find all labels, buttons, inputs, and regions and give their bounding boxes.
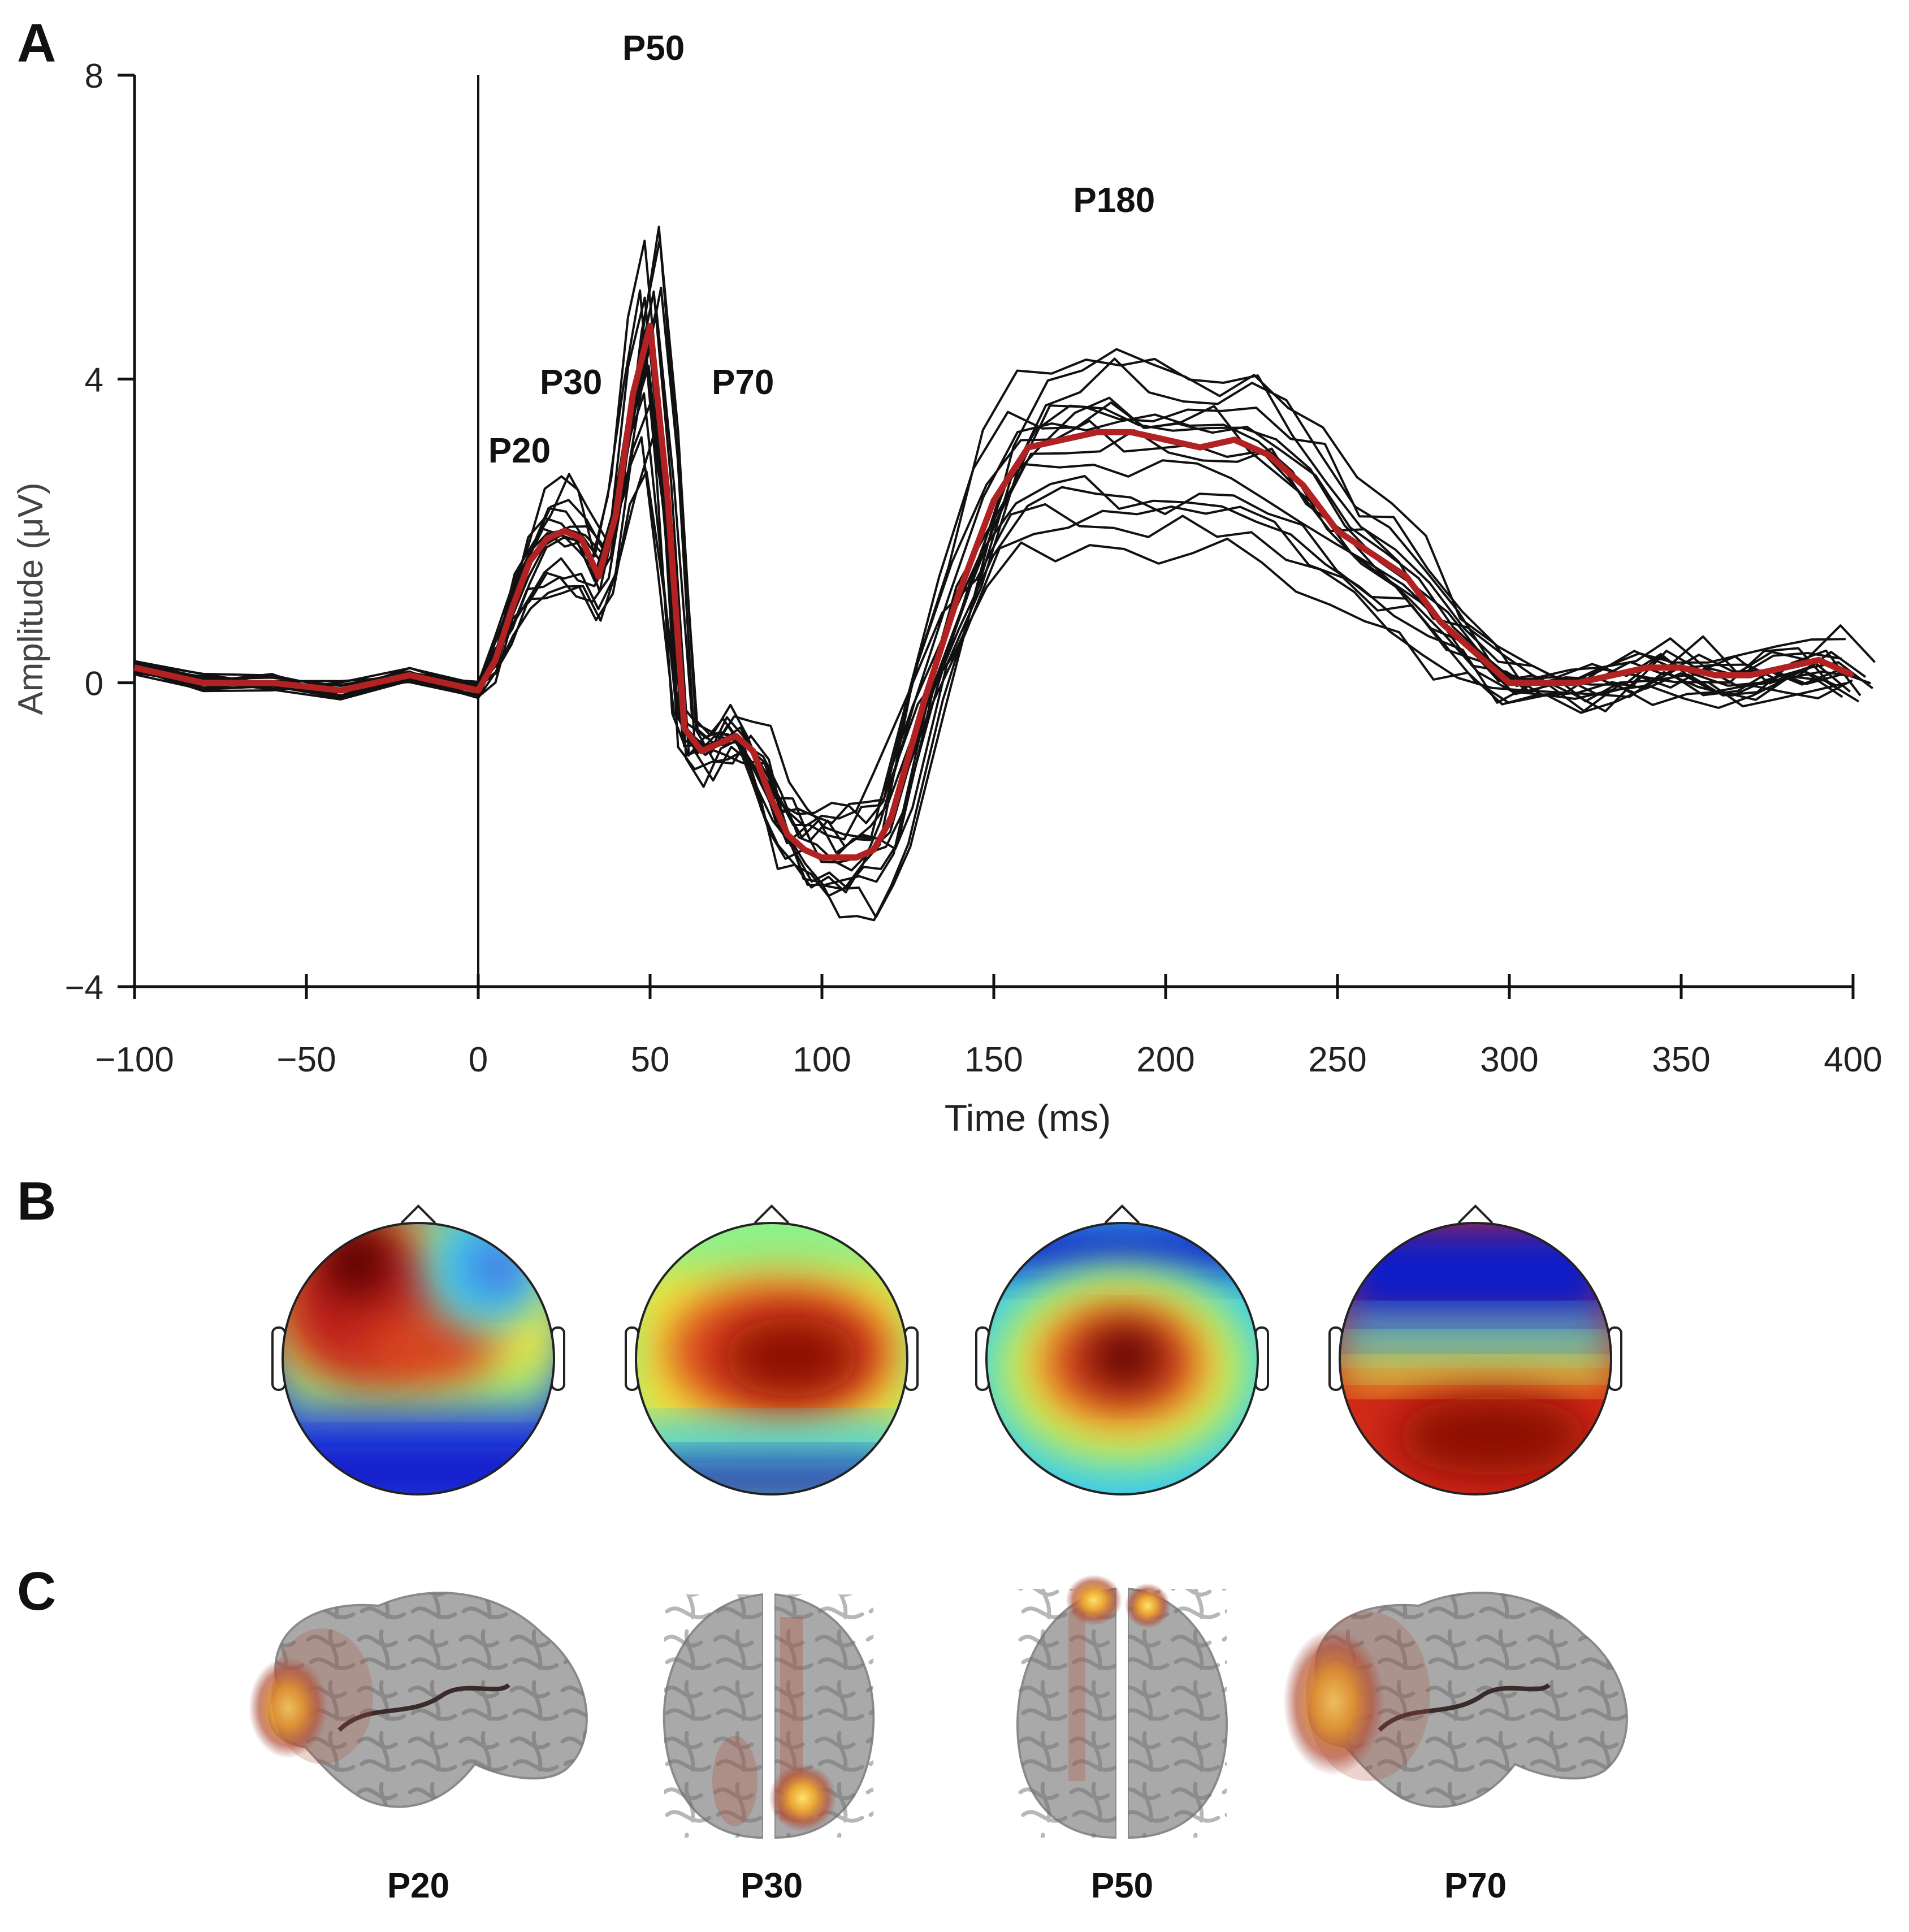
peak-label: P70: [712, 363, 774, 402]
x-tick-label: 100: [793, 1040, 851, 1079]
nose-icon: [754, 1204, 790, 1224]
panel-letter-b: B: [17, 1171, 57, 1231]
individual-trace: [134, 290, 1862, 889]
x-tick-label: 300: [1480, 1040, 1538, 1079]
peak-label: P20: [488, 431, 551, 470]
individual-traces: [134, 226, 1876, 922]
individual-trace: [134, 308, 1867, 872]
individual-trace: [134, 404, 1853, 864]
x-tick-label: 250: [1308, 1040, 1366, 1079]
erp-chart: −100 −50 0 50 100 150 200 250 300 350 400 −4 0 4 8 Time…: [11, 29, 1882, 1139]
panel-letter-c: C: [17, 1561, 57, 1622]
individual-trace: [134, 226, 1871, 922]
nose-icon: [1457, 1204, 1494, 1224]
brain-dorsal-p30: [663, 1589, 875, 1843]
grand-average-trace: [133, 322, 1855, 861]
brain-dorsal-p50: [1016, 1575, 1228, 1843]
topomap-p20: [271, 1204, 565, 1496]
peak-label: P180: [1073, 181, 1155, 220]
topomap-row: [271, 1204, 1622, 1496]
individual-trace: [134, 296, 1843, 894]
x-axis-title: Time (ms): [945, 1097, 1111, 1139]
x-tick-label: −50: [276, 1040, 336, 1079]
x-tick-label: 350: [1652, 1040, 1710, 1079]
chart-axes: [118, 74, 1855, 999]
topomap-p50: [975, 1204, 1269, 1496]
brain-lateral-p70: [1283, 1592, 1628, 1808]
x-tick-label: 150: [964, 1040, 1023, 1079]
peak-label: P50: [622, 29, 685, 68]
y-tick-label: −4: [65, 969, 103, 1006]
brain-row: [249, 1575, 1628, 1843]
topomap-p30: [625, 1204, 919, 1496]
panel-letter-a: A: [17, 13, 57, 74]
brain-lateral-p20: [249, 1592, 588, 1808]
individual-trace: [134, 287, 1876, 850]
individual-trace: [134, 237, 1874, 919]
individual-trace: [134, 289, 1834, 860]
x-tick-label: 200: [1136, 1040, 1194, 1079]
individual-trace: [134, 239, 1843, 897]
individual-trace: [134, 355, 1846, 824]
peak-label: P30: [540, 363, 602, 402]
nose-icon: [1104, 1204, 1140, 1224]
topomap-p70: [1328, 1204, 1622, 1496]
x-tick-label: 400: [1824, 1040, 1882, 1079]
individual-trace: [134, 470, 1846, 824]
y-tick-label: 8: [85, 57, 103, 95]
brain-label-p30: P30: [740, 1866, 803, 1905]
brain-label-p20: P20: [387, 1866, 450, 1905]
chart-labels: −100 −50 0 50 100 150 200 250 300 350 400 −4 0 4 8 Time…: [11, 29, 1882, 1139]
brain-label-p50: P50: [1090, 1866, 1154, 1905]
y-tick-label: 0: [85, 665, 103, 703]
individual-trace: [134, 392, 1841, 841]
x-tick-label: −100: [95, 1040, 174, 1079]
nose-icon: [400, 1204, 436, 1224]
y-tick-label: 4: [85, 361, 103, 399]
individual-trace: [134, 436, 1837, 828]
brain-label-p70: P70: [1444, 1866, 1507, 1905]
x-tick-label: 50: [631, 1040, 670, 1079]
y-axis-title: Amplitude (μV): [11, 482, 50, 715]
x-tick-label: 0: [469, 1040, 488, 1079]
grand-average-line: [133, 322, 1855, 861]
